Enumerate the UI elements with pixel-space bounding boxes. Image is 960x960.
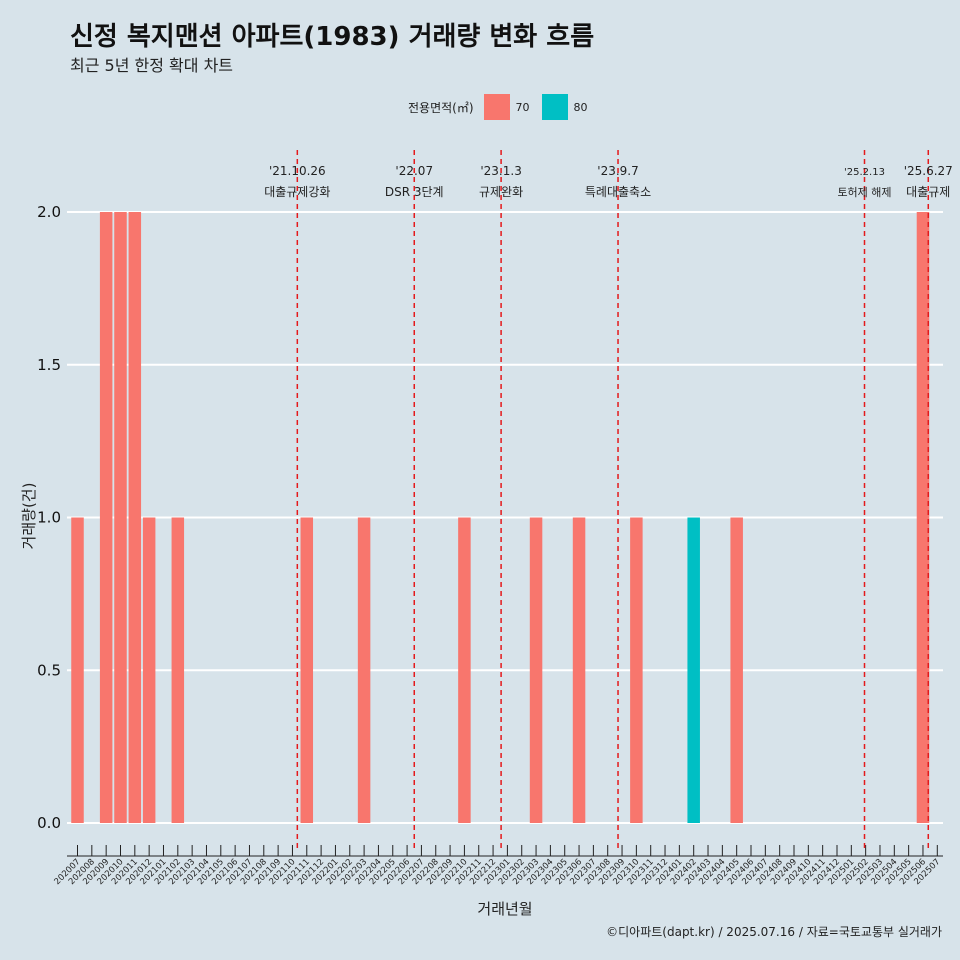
event-label: 대출규제강화 <box>264 185 330 199</box>
y-tick-label: 0.0 <box>37 814 61 832</box>
legend-swatch-80 <box>541 94 568 120</box>
event-label: 특례대출축소 <box>585 185 651 199</box>
y-tick-label: 2.0 <box>37 203 61 221</box>
bar-70-202012 <box>142 517 156 823</box>
bar-70-202111 <box>300 517 314 823</box>
bar-70-202210 <box>458 517 471 823</box>
legend-label-80: 80 <box>573 100 588 114</box>
chart-subtitle: 최근 5년 한정 확대 차트 <box>70 56 234 75</box>
bar-70-202011 <box>128 212 142 823</box>
y-tick-label: 1.5 <box>37 356 61 374</box>
y-axis-title: 거래량(건) <box>20 483 38 550</box>
bar-70-202506 <box>916 212 930 823</box>
bar-70-202009 <box>99 212 113 823</box>
bar-70-202203 <box>357 517 371 823</box>
y-tick-label: 1.0 <box>37 509 61 527</box>
legend-swatch-70 <box>483 94 510 120</box>
event-label: DSR 3단계 <box>385 185 444 199</box>
bar-70-202405 <box>730 517 743 823</box>
y-tick-label: 0.5 <box>37 661 61 679</box>
event-date: '22.07 <box>395 164 433 178</box>
event-label: 규제완화 <box>479 185 523 199</box>
chart-title: 신정 복지맨션 아파트(1983) 거래량 변화 흐름 <box>70 22 595 52</box>
event-date: '25.6.27 <box>904 164 953 178</box>
legend: 전용면적(㎡) 70 80 <box>408 94 600 120</box>
bar-70-202010 <box>114 212 127 823</box>
event-date: '21.10.26 <box>269 164 326 178</box>
x-axis-title: 거래년월 <box>477 900 532 918</box>
bar-70-202007 <box>71 517 84 823</box>
event-date: '23.9.7 <box>597 164 638 178</box>
source-caption: ©디아파트(dapt.kr) / 2025.07.16 / 자료=국토교통부 실… <box>606 925 942 939</box>
event-label: 토허제 해제 <box>837 185 891 199</box>
legend-title: 전용면적(㎡) <box>408 100 474 115</box>
bar-70-202310 <box>630 517 643 823</box>
bar-70-202306 <box>572 517 586 823</box>
event-date: '23.1.3 <box>480 164 521 178</box>
event-label: 대출규제 <box>906 185 950 199</box>
bar-70-202102 <box>171 517 185 823</box>
bar-80-202402 <box>687 517 700 823</box>
bar-70-202303 <box>529 517 543 823</box>
legend-label-70: 70 <box>515 100 530 114</box>
event-date: '25.2.13 <box>844 167 885 178</box>
